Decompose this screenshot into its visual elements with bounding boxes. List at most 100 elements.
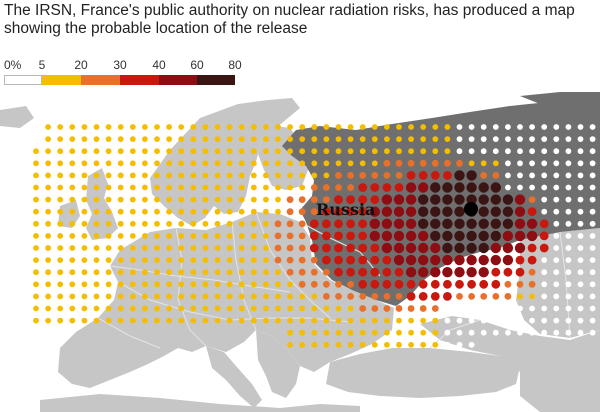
measurement-dot [430, 267, 441, 278]
measurement-dot [405, 194, 417, 205]
measurement-dot [589, 317, 596, 324]
measurement-dot [393, 194, 405, 205]
measurement-dot [395, 172, 403, 179]
measurement-dot [565, 184, 572, 191]
ireland-land [58, 200, 80, 228]
measurement-dot [250, 220, 257, 227]
measurement-dot [57, 293, 64, 300]
measurement-dot [129, 160, 136, 167]
measurement-dot [117, 233, 124, 239]
measurement-dot [299, 124, 306, 130]
measurement-dot [541, 317, 548, 324]
measurement-dot [541, 172, 548, 179]
measurement-dot [505, 136, 511, 143]
measurement-dot [382, 267, 392, 277]
measurement-dot [514, 194, 526, 205]
measurement-dot [396, 136, 402, 143]
measurement-dot [93, 281, 100, 288]
measurement-dot [565, 196, 572, 203]
measurement-dot [396, 341, 402, 348]
measurement-dot [492, 329, 499, 336]
measurement-dot [93, 269, 100, 276]
measurement-dot [347, 184, 354, 191]
measurement-dot [359, 160, 366, 167]
measurement-dot [334, 255, 343, 265]
measurement-dot [250, 184, 257, 191]
measurement-dot [541, 305, 548, 312]
measurement-dot [468, 317, 475, 324]
measurement-dot [346, 231, 355, 241]
measurement-dot [178, 233, 185, 239]
measurement-dot [478, 182, 489, 193]
measurement-dot [577, 233, 584, 239]
measurement-dot [33, 148, 39, 155]
measurement-dot [454, 206, 465, 217]
measurement-dot [358, 267, 368, 277]
measurement-dot [129, 184, 136, 191]
measurement-dot [263, 281, 269, 288]
russia-label: Russia [316, 200, 375, 219]
measurement-dot [420, 124, 427, 130]
measurement-dot [142, 148, 148, 155]
measurement-dot [505, 329, 511, 336]
measurement-dot [250, 317, 257, 324]
measurement-dot [142, 281, 148, 288]
measurement-dot [589, 208, 596, 215]
measurement-dot [335, 329, 342, 336]
measurement-dot [190, 184, 197, 191]
measurement-dot [238, 136, 245, 143]
measurement-dot [57, 233, 64, 239]
measurement-dot [370, 255, 380, 265]
measurement-dot [166, 305, 173, 312]
border-line [231, 221, 257, 331]
measurement-dot [190, 257, 197, 263]
measurement-dot [419, 305, 427, 312]
measurement-dot [69, 160, 76, 167]
measurement-dot [371, 317, 378, 324]
measurement-dot [490, 182, 501, 193]
measurement-dot [202, 148, 209, 155]
measurement-dot [323, 305, 330, 312]
measurement-dot [371, 160, 378, 167]
measurement-dot [418, 292, 428, 301]
measurement-dot [69, 148, 76, 155]
measurement-dot [408, 329, 414, 336]
measurement-dot [214, 269, 221, 276]
measurement-dot [553, 196, 560, 203]
measurement-dot [226, 245, 233, 251]
measurement-dot [57, 269, 64, 276]
measurement-dot [371, 329, 378, 336]
measurement-dot [514, 218, 526, 229]
measurement-dot [505, 305, 511, 312]
measurement-dot [202, 136, 209, 143]
measurement-dot [166, 281, 173, 288]
measurement-dot [117, 245, 124, 251]
measurement-dot [178, 172, 185, 179]
measurement-dot [190, 124, 197, 130]
measurement-dot [371, 305, 379, 312]
measurement-dot [105, 245, 112, 251]
measurement-dot [514, 230, 526, 242]
measurement-dot [528, 268, 536, 276]
measurement-dot [299, 136, 306, 143]
measurement-dot [529, 172, 535, 179]
measurement-dot [553, 281, 560, 288]
measurement-dot [346, 207, 355, 217]
measurement-dot [358, 231, 368, 241]
measurement-dot [286, 244, 294, 252]
measurement-dot [347, 341, 354, 348]
measurement-dot [553, 160, 560, 167]
measurement-dot [565, 305, 572, 312]
measurement-dot [214, 245, 221, 251]
measurement-dot [250, 293, 257, 300]
measurement-dot [238, 233, 245, 239]
measurement-dot [393, 206, 405, 217]
measurement-dot [553, 172, 560, 179]
measurement-dot [408, 136, 414, 143]
measurement-dot [430, 218, 441, 229]
measurement-dot [517, 124, 523, 130]
measurement-dot [142, 317, 148, 324]
legend-tick-80: 80 [228, 58, 242, 72]
measurement-dot [468, 148, 475, 155]
measurement-dot [287, 172, 293, 179]
